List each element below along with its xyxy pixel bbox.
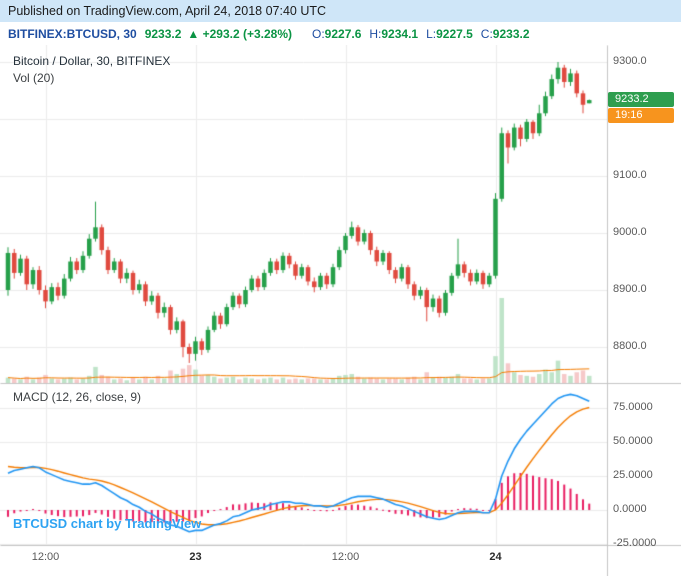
ticker-high-value: 9234.1 xyxy=(381,26,419,41)
ticker-high-label: H: xyxy=(369,26,382,41)
ticker-low-value: 9227.5 xyxy=(436,26,473,41)
macd-tick-label: 0.0000 xyxy=(613,503,647,515)
volume-indicator-label: Vol (20) xyxy=(13,71,55,85)
price-tick-label: 8900.0 xyxy=(613,283,647,295)
macd-tick-label: 25.0000 xyxy=(613,469,653,481)
time-tick-label: 12:00 xyxy=(31,551,60,563)
bar-countdown-label: 19:16 xyxy=(608,108,674,124)
price-tick-label: 9100.0 xyxy=(613,169,647,181)
price-tick-label: 9000.0 xyxy=(613,226,647,238)
ticker-low-label: L: xyxy=(426,26,437,41)
macd-tick-label: 75.0000 xyxy=(613,401,653,413)
price-tick-label: 9300.0 xyxy=(613,55,647,67)
chart-title: Bitcoin / Dollar, 30, BITFINEX xyxy=(13,54,171,68)
ticker-bar: BITFINEX:BTCUSD, 30 9233.2 ▲ +293.2 (+3.… xyxy=(0,22,681,45)
ticker-change: ▲ +293.2 (+3.28%) xyxy=(187,26,292,41)
ticker-close-value: 9233.2 xyxy=(492,26,530,41)
macd-tick-label: -25.0000 xyxy=(613,537,657,549)
time-tick-label: 23 xyxy=(189,551,202,563)
ticker-close-label: C: xyxy=(480,26,493,41)
price-tick-label: 8800.0 xyxy=(613,340,647,352)
ticker-last-price: 9233.2 xyxy=(144,26,182,41)
published-text: Published on TradingView.com, April 24, … xyxy=(8,4,327,18)
last-price-label: 9233.2 xyxy=(608,92,674,108)
chart-legend: Bitcoin / Dollar, 30, BITFINEX Vol (20) xyxy=(13,53,170,87)
published-bar: Published on TradingView.com, April 24, … xyxy=(0,0,681,22)
macd-indicator-label: MACD (12, 26, close, 9) xyxy=(13,390,142,404)
time-tick-label: 12:00 xyxy=(331,551,360,563)
time-axis[interactable]: 12:00 23 12:00 24 xyxy=(0,545,607,576)
time-tick-label: 24 xyxy=(489,551,502,563)
ticker-open-value: 9227.6 xyxy=(324,26,362,41)
candlestick-chart[interactable] xyxy=(0,45,681,576)
macd-tick-label: 50.0000 xyxy=(613,435,653,447)
ticker-symbol[interactable]: BITFINEX:BTCUSD, 30 xyxy=(8,26,137,41)
price-axis[interactable]: 9233.2 19:16 9300.09200.09100.09000.0890… xyxy=(608,45,681,576)
ticker-open-label: O: xyxy=(312,26,325,41)
tradingview-attribution-link[interactable]: BTCUSD chart by TradingView xyxy=(13,516,202,531)
